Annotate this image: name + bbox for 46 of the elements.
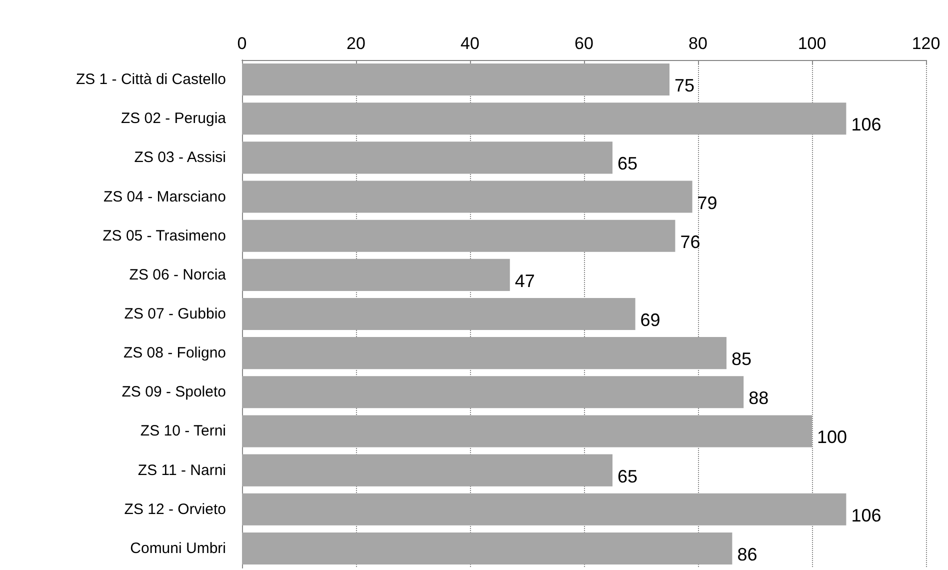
data-label: 85: [732, 349, 752, 370]
y-tick-label: ZS 08 - Foligno: [123, 344, 226, 362]
bar: [242, 258, 510, 291]
y-tick-label: ZS 07 - Gubbio: [124, 306, 226, 322]
bar: [242, 454, 612, 486]
data-label: 106: [851, 114, 882, 135]
x-tick-label: 120: [912, 34, 940, 53]
bar: [242, 415, 812, 448]
y-tick-label: ZS 1 - Città di Castello: [76, 71, 226, 88]
y-tick-label: ZS 12 - Orvieto: [124, 500, 226, 518]
y-tick-label: ZS 11 - Narni: [138, 462, 226, 479]
y-tick-label: ZS 02 - Perugia: [120, 110, 227, 128]
x-tick-label: 0: [237, 34, 247, 53]
bar: [242, 337, 726, 370]
y-tick-label: ZS 03 - Assisi: [134, 149, 226, 166]
x-tick-label: 80: [688, 34, 708, 53]
bar: [242, 180, 692, 213]
bar: [242, 142, 612, 174]
y-tick-label: ZS 10 - Terni: [140, 422, 226, 440]
bar: [242, 220, 676, 252]
bar: [242, 64, 670, 96]
x-tick-label: 20: [346, 34, 366, 53]
y-tick-label: ZS 06 - Norcia: [129, 266, 227, 284]
x-tick-label: 100: [798, 34, 826, 53]
data-label: 100: [817, 427, 848, 448]
data-label: 76: [680, 232, 700, 252]
bar: [242, 102, 846, 135]
y-tick-label: ZS 04 - Marsciano: [103, 188, 226, 206]
bar: [242, 532, 732, 564]
y-tick-label: Comuni Umbri: [130, 540, 226, 557]
bar: [242, 493, 846, 526]
data-label: 65: [618, 154, 638, 174]
bar: [242, 376, 744, 408]
bar: [242, 298, 636, 330]
data-label: 65: [618, 466, 638, 486]
data-label: 106: [851, 505, 882, 526]
data-label: 79: [697, 192, 718, 213]
x-tick-label: 60: [574, 34, 594, 53]
data-label: 47: [514, 270, 535, 291]
data-label: 86: [737, 544, 758, 564]
data-label: 88: [748, 388, 769, 408]
data-label: 69: [640, 310, 660, 330]
y-tick-label: ZS 09 - Spoleto: [122, 384, 226, 401]
data-label: 75: [674, 76, 695, 96]
y-tick-label: ZS 05 - Trasimeno: [102, 227, 226, 244]
x-tick-label: 40: [460, 34, 480, 53]
